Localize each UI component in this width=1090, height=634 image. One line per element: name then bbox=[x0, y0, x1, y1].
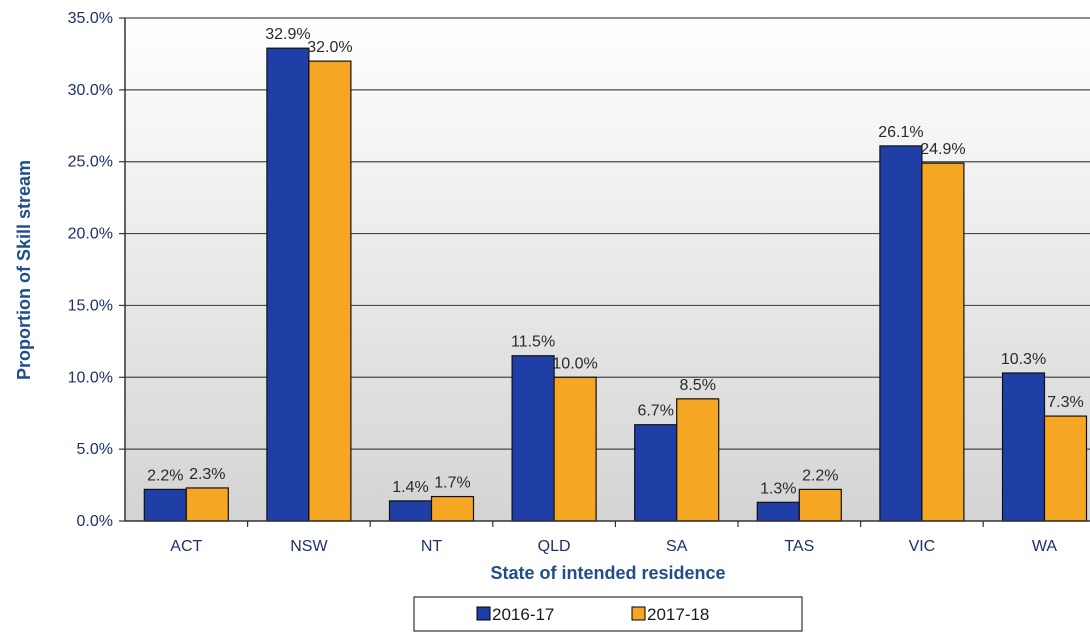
y-tick-label: 35.0% bbox=[68, 10, 113, 27]
bar-act-2016-17 bbox=[143, 488, 187, 522]
bar-tas-2017-18 bbox=[798, 488, 842, 522]
bar-vic-2016-17 bbox=[879, 145, 923, 522]
bar-qld-2017-18 bbox=[553, 376, 597, 522]
bar-act-2017-18 bbox=[185, 487, 229, 522]
y-tick-label: 0.0% bbox=[77, 513, 113, 530]
y-tick-label: 20.0% bbox=[68, 226, 113, 243]
x-tick-label-tas: TAS bbox=[784, 538, 814, 555]
y-tick-label: 10.0% bbox=[68, 369, 113, 386]
y-axis-title: Proportion of Skill stream bbox=[14, 160, 34, 380]
y-tick-label: 5.0% bbox=[77, 441, 113, 458]
legend-label-2016-17: 2016-17 bbox=[492, 605, 554, 624]
legend-swatch-2016-17 bbox=[476, 606, 491, 621]
bars bbox=[143, 47, 1088, 522]
bar-nt-2017-18 bbox=[430, 495, 475, 522]
data-label-tas-2017-18: 2.2% bbox=[802, 467, 838, 484]
data-label-nsw-2017-18: 32.0% bbox=[307, 39, 352, 56]
data-label-nsw-2016-17: 32.9% bbox=[265, 26, 310, 43]
x-tick-label-act: ACT bbox=[170, 538, 202, 555]
data-label-wa-2017-18: 7.3% bbox=[1047, 394, 1083, 411]
legend: 2016-17 2017-18 bbox=[413, 596, 803, 632]
bar-nsw-2016-17 bbox=[266, 47, 310, 522]
data-label-qld-2017-18: 10.0% bbox=[552, 355, 597, 372]
bar-vic-2017-18 bbox=[921, 162, 965, 522]
bar-qld-2016-17 bbox=[511, 355, 555, 522]
data-label-act-2017-18: 2.3% bbox=[189, 466, 225, 483]
data-label-wa-2016-17: 10.3% bbox=[1001, 351, 1046, 368]
data-labels: 2.2% 2.3% 32.9%32.0% 1.4% 1.7% 11.5% 10.0% 6.7%… bbox=[147, 26, 1084, 497]
data-label-qld-2016-17: 11.5% bbox=[511, 334, 555, 351]
bar-wa-2017-18 bbox=[1043, 415, 1088, 522]
data-label-tas-2016-17: 1.3% bbox=[760, 480, 796, 497]
data-label-nt-2016-17: 1.4% bbox=[392, 479, 428, 496]
legend-label-2017-18: 2017-18 bbox=[647, 605, 709, 624]
legend-swatch-2017-18 bbox=[631, 606, 646, 621]
data-label-sa-2017-18: 8.5% bbox=[679, 377, 715, 394]
bar-tas-2016-17 bbox=[756, 501, 800, 522]
y-tick-label: 25.0% bbox=[68, 154, 113, 171]
y-tick-label: 15.0% bbox=[68, 297, 113, 314]
x-tick-label-sa: SA bbox=[666, 538, 688, 555]
data-label-vic-2017-18: 24.9% bbox=[920, 141, 965, 158]
bar-nt-2016-17 bbox=[388, 500, 433, 522]
data-label-vic-2016-17: 26.1% bbox=[878, 124, 923, 141]
data-label-nt-2017-18: 1.7% bbox=[434, 475, 470, 492]
data-label-sa-2016-17: 6.7% bbox=[637, 403, 673, 420]
x-tick-label-qld: QLD bbox=[538, 538, 571, 555]
bar-sa-2017-18 bbox=[676, 398, 720, 522]
x-axis-ticks: ACT NSW NT QLD SA TAS VIC WA bbox=[170, 521, 1057, 555]
bar-nsw-2017-18 bbox=[308, 60, 352, 522]
x-axis-title: State of intended residence bbox=[490, 563, 725, 583]
y-axis-ticks: 0.0% 5.0% 10.0% 15.0% 20.0% 25.0% 30.0% 35.0% bbox=[68, 10, 125, 530]
legend-box bbox=[413, 596, 803, 632]
x-tick-label-wa: WA bbox=[1032, 538, 1058, 555]
x-tick-label-nsw: NSW bbox=[290, 538, 328, 555]
data-label-act-2016-17: 2.2% bbox=[147, 467, 183, 484]
bar-wa-2016-17 bbox=[1001, 372, 1046, 522]
x-tick-label-vic: VIC bbox=[909, 538, 936, 555]
y-tick-label: 30.0% bbox=[68, 82, 113, 99]
x-tick-label-nt: NT bbox=[421, 538, 443, 555]
bar-sa-2016-17 bbox=[634, 424, 678, 522]
